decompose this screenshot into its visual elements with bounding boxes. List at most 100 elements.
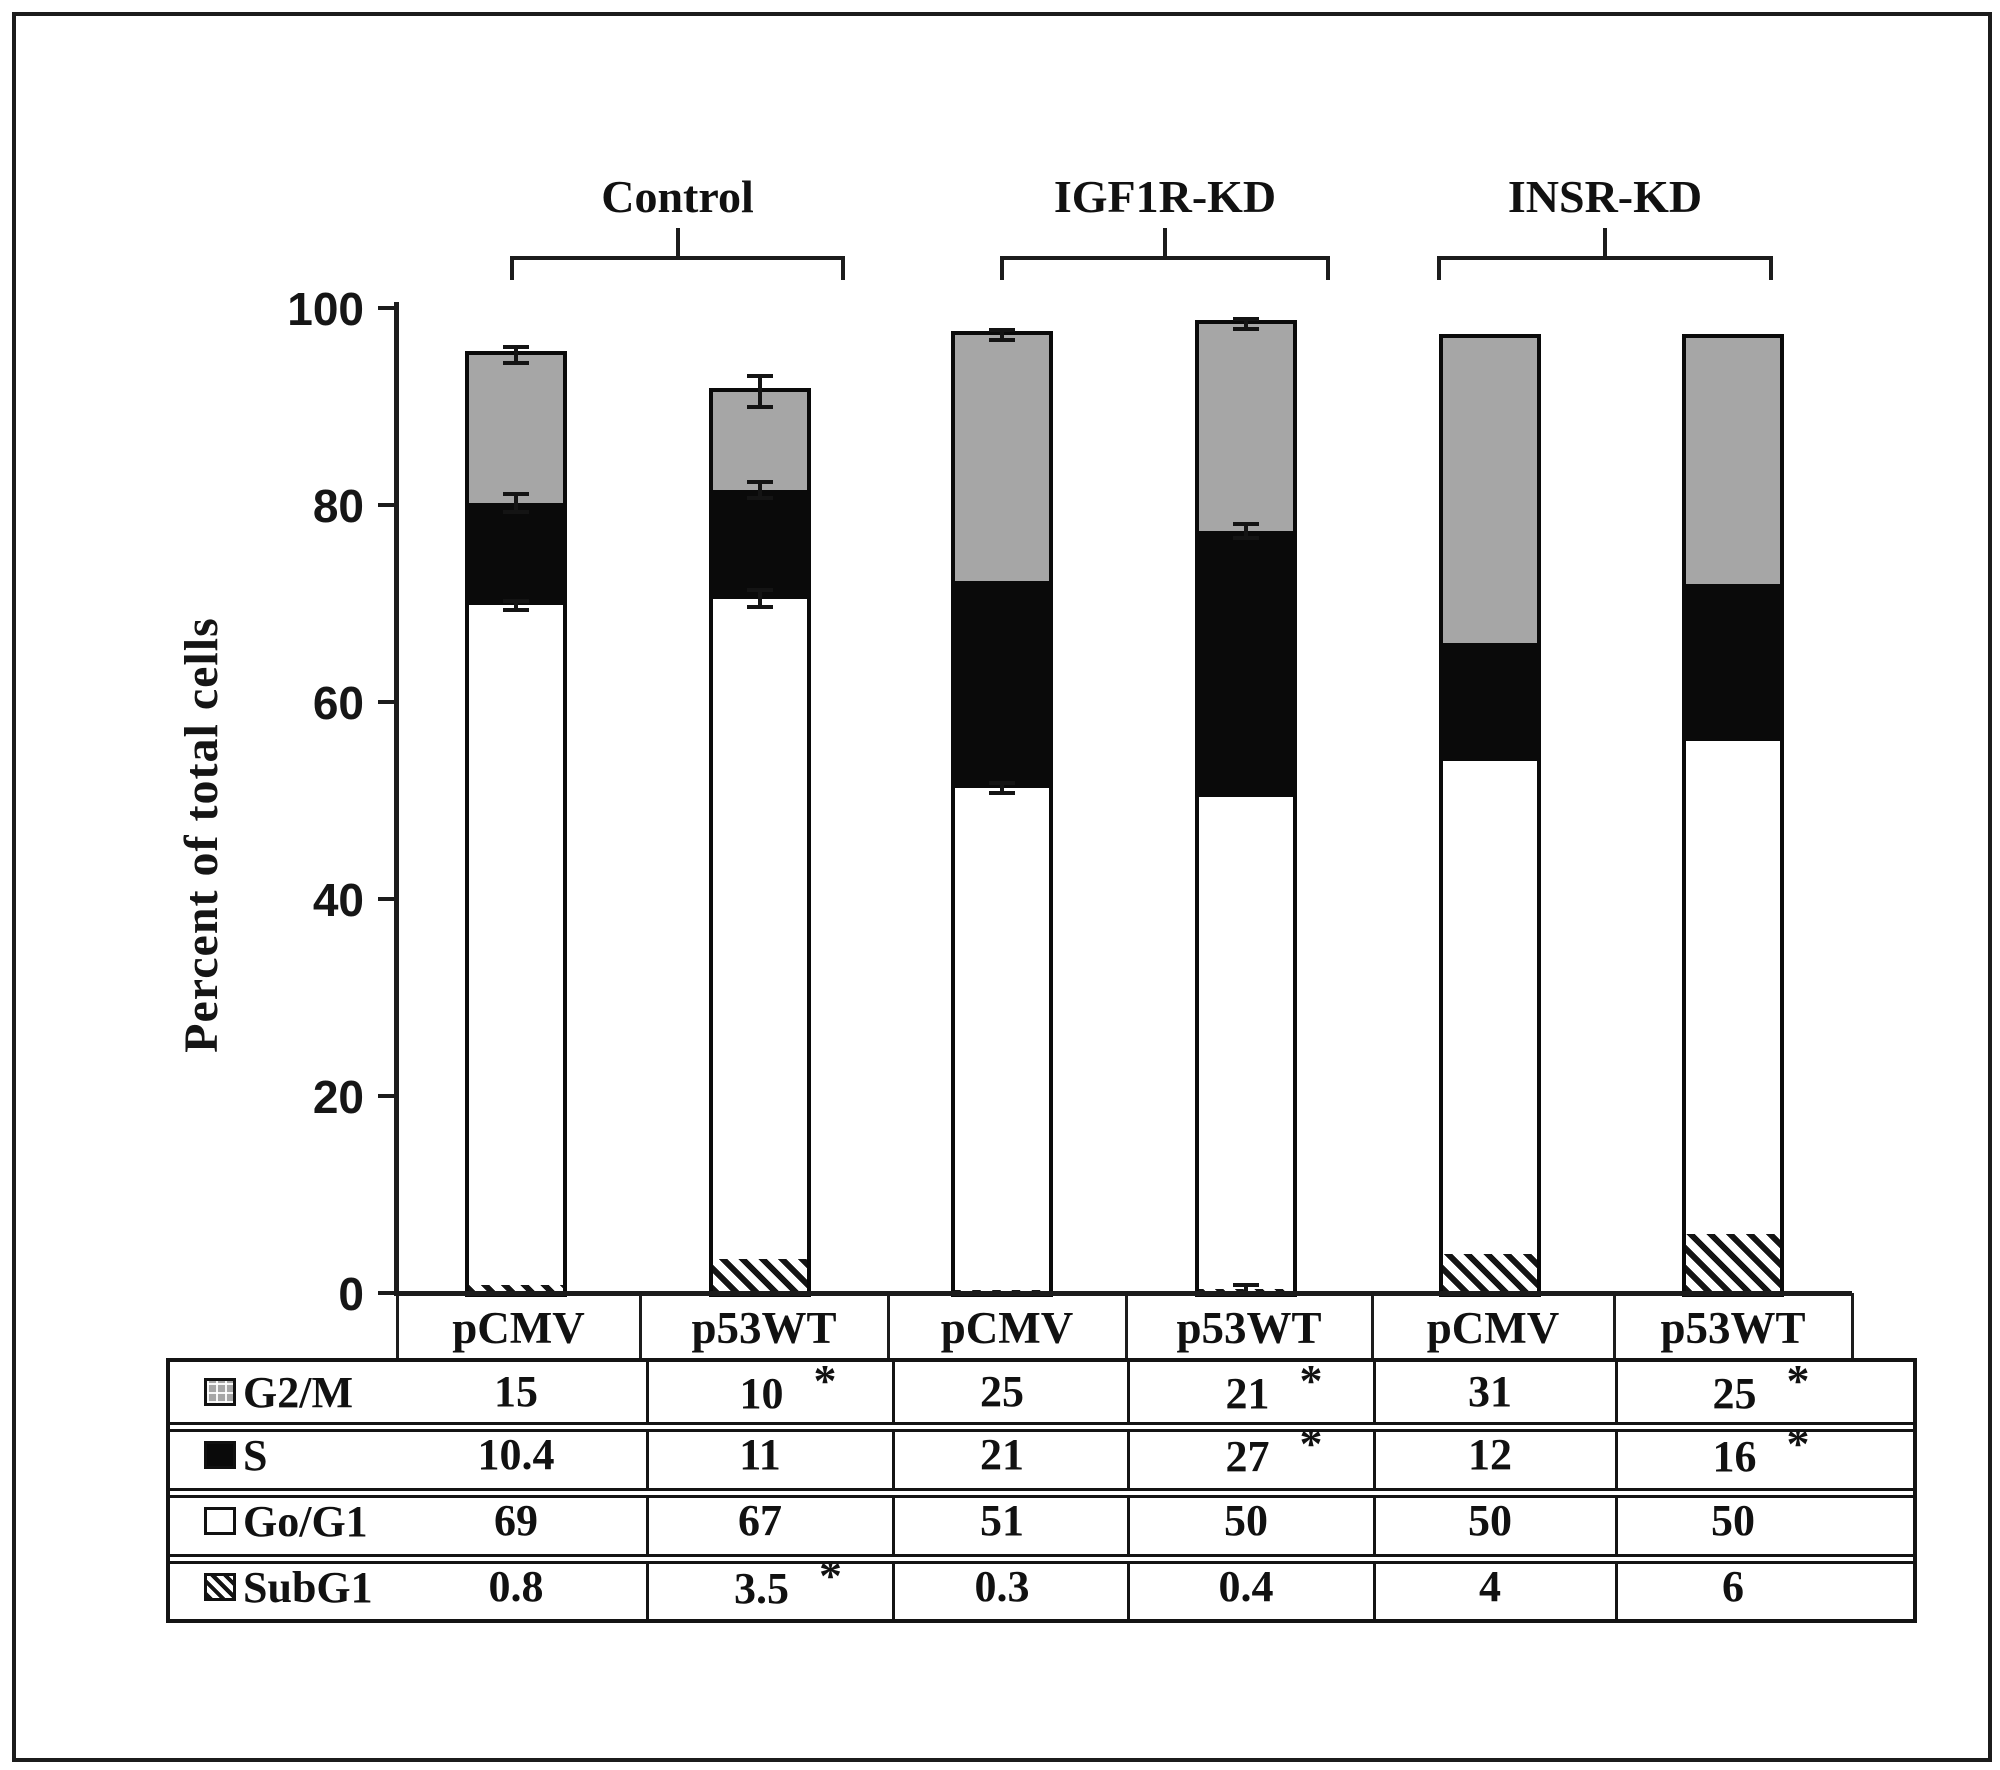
bar-segment-gog1	[469, 605, 563, 1286]
legend-label-subg1: SubG1	[243, 1562, 373, 1612]
bar-segment-s	[955, 580, 1049, 788]
bar-segment-gog1	[1199, 796, 1293, 1290]
y-tick	[378, 1094, 394, 1098]
error-bar-cap-top	[1233, 521, 1259, 526]
group-bracket-hook-right	[841, 256, 845, 280]
error-bar-stem	[514, 347, 518, 364]
significance-star: *	[1299, 1418, 1323, 1469]
y-tick	[378, 306, 394, 310]
table-value-g2m-col5: 31	[1468, 1367, 1512, 1416]
y-tick-label: 0	[338, 1268, 364, 1320]
y-tick-label: 20	[312, 1071, 364, 1123]
x-axis	[394, 1291, 1852, 1296]
error-bar-cap-top	[989, 780, 1015, 785]
table-value-subg1-col5: 4	[1479, 1562, 1501, 1611]
group-bracket-igf1r-kd	[1000, 256, 1330, 260]
table-value-s-col1: 10.4	[477, 1430, 555, 1479]
legend-swatch-subg1	[204, 1573, 236, 1601]
error-bar-cap-bottom	[503, 608, 529, 613]
error-bar-cap-top	[747, 373, 773, 378]
group-bracket-hook-left	[1000, 256, 1004, 280]
bar-igf1r-kd-p53wt-3	[1195, 319, 1297, 1297]
error-bar-stem	[758, 482, 762, 499]
bar-segment-g2m	[1443, 337, 1537, 643]
error-bar-cap-top	[1233, 1283, 1259, 1288]
bar-segment-subg1	[469, 1285, 563, 1293]
bar-segment-g2m	[1686, 337, 1780, 584]
table-value-subg1-col4: 0.4	[1218, 1562, 1274, 1611]
table-value-subg1-col6: 6	[1722, 1562, 1744, 1611]
table-value-gog1-col6: 50	[1711, 1496, 1755, 1545]
error-bar-cap-bottom	[989, 337, 1015, 342]
bar-segment-gog1	[713, 598, 807, 1259]
bar-insr-kd-pcmv-4	[1439, 333, 1541, 1297]
column-divider	[1613, 1293, 1616, 1358]
error-bar-cap-bottom	[1233, 535, 1259, 540]
bar-segment-s	[713, 490, 807, 599]
error-bar-cap-bottom	[503, 361, 529, 366]
error-bar-cap-bottom	[747, 405, 773, 410]
y-tick-label: 40	[312, 874, 364, 926]
table-value-gog1-col5: 50	[1468, 1496, 1512, 1545]
y-tick-label: 100	[287, 283, 364, 335]
bar-segment-g2m	[955, 334, 1049, 581]
error-bar-stem	[1244, 318, 1248, 329]
table-row-separator	[170, 1554, 1913, 1564]
x-category-label-pcmv-4: pCMV	[1426, 1303, 1560, 1353]
table-value-g2m-col3: 25	[980, 1367, 1024, 1416]
legend-swatch-g2m	[204, 1378, 236, 1406]
x-category-label-p53wt-3: p53WT	[1176, 1303, 1322, 1353]
table-value-s-col4: 27 *	[1225, 1418, 1323, 1481]
y-tick	[378, 1291, 394, 1295]
table-value-subg1-col3: 0.3	[974, 1562, 1030, 1611]
y-tick	[378, 897, 394, 901]
table-row-legend-g2m: G2/M	[204, 1367, 353, 1417]
group-bracket-hook-right	[1769, 256, 1773, 280]
bar-segment-s	[1686, 583, 1780, 742]
bar-segment-subg1	[713, 1258, 807, 1293]
table-row-separator	[170, 1422, 1913, 1432]
column-divider	[396, 1293, 399, 1358]
error-bar-stem	[514, 600, 518, 611]
error-bar-cap-top	[747, 480, 773, 485]
y-axis	[394, 302, 399, 1296]
bar-insr-kd-p53wt-5	[1682, 333, 1784, 1297]
group-bracket-hook-right	[1326, 256, 1330, 280]
table-row-legend-subg1: SubG1	[204, 1562, 373, 1612]
table-value-gog1-col3: 51	[980, 1496, 1024, 1545]
table-value-s-col2: 11	[739, 1430, 781, 1479]
bar-segment-gog1	[1686, 741, 1780, 1234]
significance-star: *	[1299, 1355, 1323, 1406]
column-divider	[1371, 1293, 1374, 1358]
x-category-label-p53wt-1: p53WT	[691, 1303, 837, 1353]
y-tick	[378, 700, 394, 704]
y-tick	[378, 503, 394, 507]
legend-swatch-s	[204, 1441, 236, 1469]
error-bar-cap-top	[503, 345, 529, 350]
table-row-legend-s: S	[204, 1430, 267, 1480]
legend-label-s: S	[243, 1430, 268, 1480]
bar-segment-s	[1443, 642, 1537, 762]
error-bar-stem	[514, 494, 518, 512]
group-bracket-stem	[1603, 228, 1607, 258]
table-value-g2m-col2: 10 *	[739, 1355, 837, 1418]
x-category-label-pcmv-0: pCMV	[452, 1303, 585, 1353]
table-value-g2m-col1: 15	[494, 1367, 538, 1416]
table-value-g2m-col6: 25 *	[1712, 1355, 1810, 1418]
error-bar-cap-top	[503, 598, 529, 603]
bar-segment-s	[1199, 530, 1293, 797]
group-bracket-stem	[675, 228, 680, 258]
table-value-subg1-col1: 0.8	[488, 1562, 544, 1611]
group-bracket-hook-left	[510, 256, 514, 280]
bar-segment-g2m	[1199, 323, 1293, 531]
table-value-s-col6: 16 *	[1712, 1418, 1810, 1481]
x-category-label-pcmv-2: pCMV	[940, 1303, 1074, 1353]
group-bracket-hook-left	[1437, 256, 1441, 280]
legend-label-g2m: G2/M	[243, 1367, 353, 1417]
error-bar-stem	[758, 589, 762, 608]
y-tick-label: 80	[312, 480, 364, 532]
error-bar-cap-top	[989, 327, 1015, 332]
table-row-separator	[170, 1488, 1913, 1498]
table-value-subg1-col2: 3.5 *	[734, 1550, 842, 1613]
